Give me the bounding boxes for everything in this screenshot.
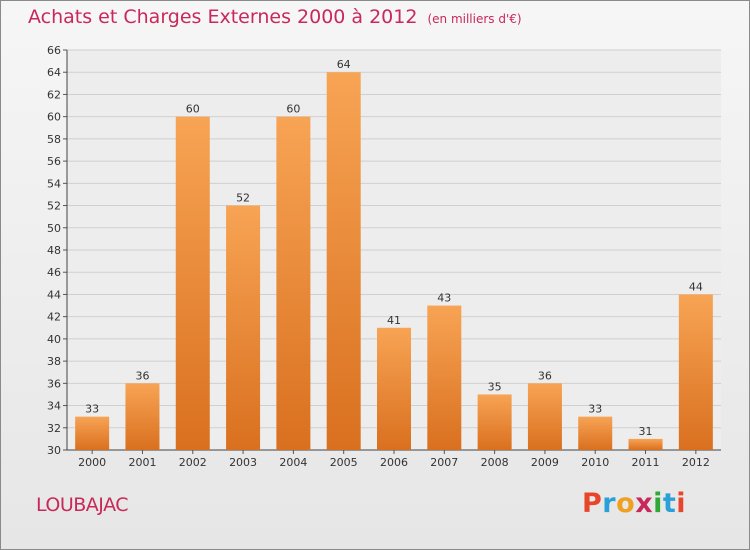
data-label: 60	[286, 103, 300, 116]
title-text: Achats et Charges Externes 2000 à 2012	[28, 6, 418, 28]
x-tick-label: 2004	[279, 456, 307, 469]
data-label: 44	[689, 280, 703, 293]
data-label: 33	[85, 403, 99, 416]
x-tick-label: 2003	[229, 456, 257, 469]
data-label: 36	[538, 369, 552, 382]
y-tick-label: 64	[47, 66, 61, 79]
bar-2009	[527, 383, 562, 450]
data-label: 41	[387, 314, 401, 327]
x-tick-label: 2006	[380, 456, 408, 469]
proxiti-logo: Proxiti	[582, 488, 686, 519]
x-tick-label: 2008	[481, 456, 509, 469]
x-tick-label: 2000	[78, 456, 106, 469]
bar-2003	[226, 205, 261, 450]
bar-2008	[477, 394, 512, 450]
location-name: LOUBAJAC	[36, 494, 129, 516]
logo-letter: i	[653, 488, 663, 519]
logo-letter: t	[662, 488, 677, 519]
x-tick-label: 2009	[531, 456, 559, 469]
x-tick-label: 2001	[128, 456, 156, 469]
data-label: 35	[488, 380, 502, 393]
y-tick-label: 62	[47, 88, 61, 101]
x-tick-label: 2010	[581, 456, 609, 469]
y-tick-label: 66	[47, 44, 61, 57]
logo-letter: o	[616, 488, 636, 519]
bars	[75, 72, 713, 451]
x-tick-label: 2002	[179, 456, 207, 469]
data-labels: 33 36 60 52 60 64 41 43 35 36 33 31 44	[85, 58, 703, 438]
axes: 30 32 34 36 38 40 42 44 46 48 50 52 54 56 58 60 62 64 66 20…	[47, 44, 721, 469]
y-tick-label: 42	[47, 311, 61, 324]
logo-letter: r	[602, 488, 617, 519]
y-tick-label: 54	[47, 177, 61, 190]
x-tick-label: 2011	[632, 456, 660, 469]
y-tick-label: 50	[47, 222, 61, 235]
bar-2010	[578, 416, 613, 450]
bar-2002	[175, 116, 210, 451]
data-label: 36	[135, 369, 149, 382]
bar-2011	[628, 438, 663, 450]
logo-letter: P	[582, 488, 603, 519]
bar-2007	[427, 305, 462, 450]
data-label: 64	[337, 58, 351, 71]
y-tick-label: 34	[47, 400, 61, 413]
chart-title: Achats et Charges Externes 2000 à 2012 (e…	[28, 6, 522, 28]
data-label: 31	[639, 425, 653, 438]
x-tick-label: 2012	[682, 456, 710, 469]
chart-subtitle: (en milliers d'€)	[427, 12, 522, 26]
y-tick-label: 32	[47, 422, 61, 435]
y-tick-label: 56	[47, 155, 61, 168]
logo-letter: x	[635, 488, 654, 519]
y-tick-label: 40	[47, 333, 61, 346]
x-tick-label: 2007	[430, 456, 458, 469]
bar-2004	[276, 116, 311, 451]
data-label: 33	[588, 403, 602, 416]
data-label: 43	[437, 292, 451, 305]
bar-2005	[326, 72, 361, 450]
y-tick-label: 48	[47, 244, 61, 257]
y-tick-label: 58	[47, 133, 61, 146]
y-tick-label: 60	[47, 111, 61, 124]
bar-2012	[678, 294, 713, 450]
x-tick-label: 2005	[330, 456, 358, 469]
y-tick-label: 38	[47, 355, 61, 368]
logo-letter: i	[676, 488, 687, 519]
y-tick-label: 36	[47, 377, 61, 390]
y-tick-label: 30	[47, 444, 61, 457]
bar-2006	[377, 327, 411, 450]
y-tick-label: 52	[47, 200, 61, 213]
data-label: 52	[236, 192, 250, 205]
y-tick-label: 46	[47, 266, 61, 279]
bar-2000	[75, 416, 110, 450]
data-label: 60	[186, 103, 200, 116]
bar-2001	[125, 383, 160, 450]
y-tick-label: 44	[47, 288, 61, 301]
